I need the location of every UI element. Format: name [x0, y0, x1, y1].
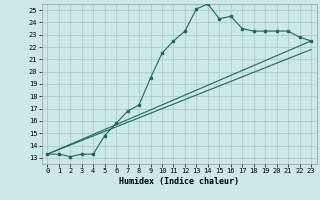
X-axis label: Humidex (Indice chaleur): Humidex (Indice chaleur)	[119, 177, 239, 186]
